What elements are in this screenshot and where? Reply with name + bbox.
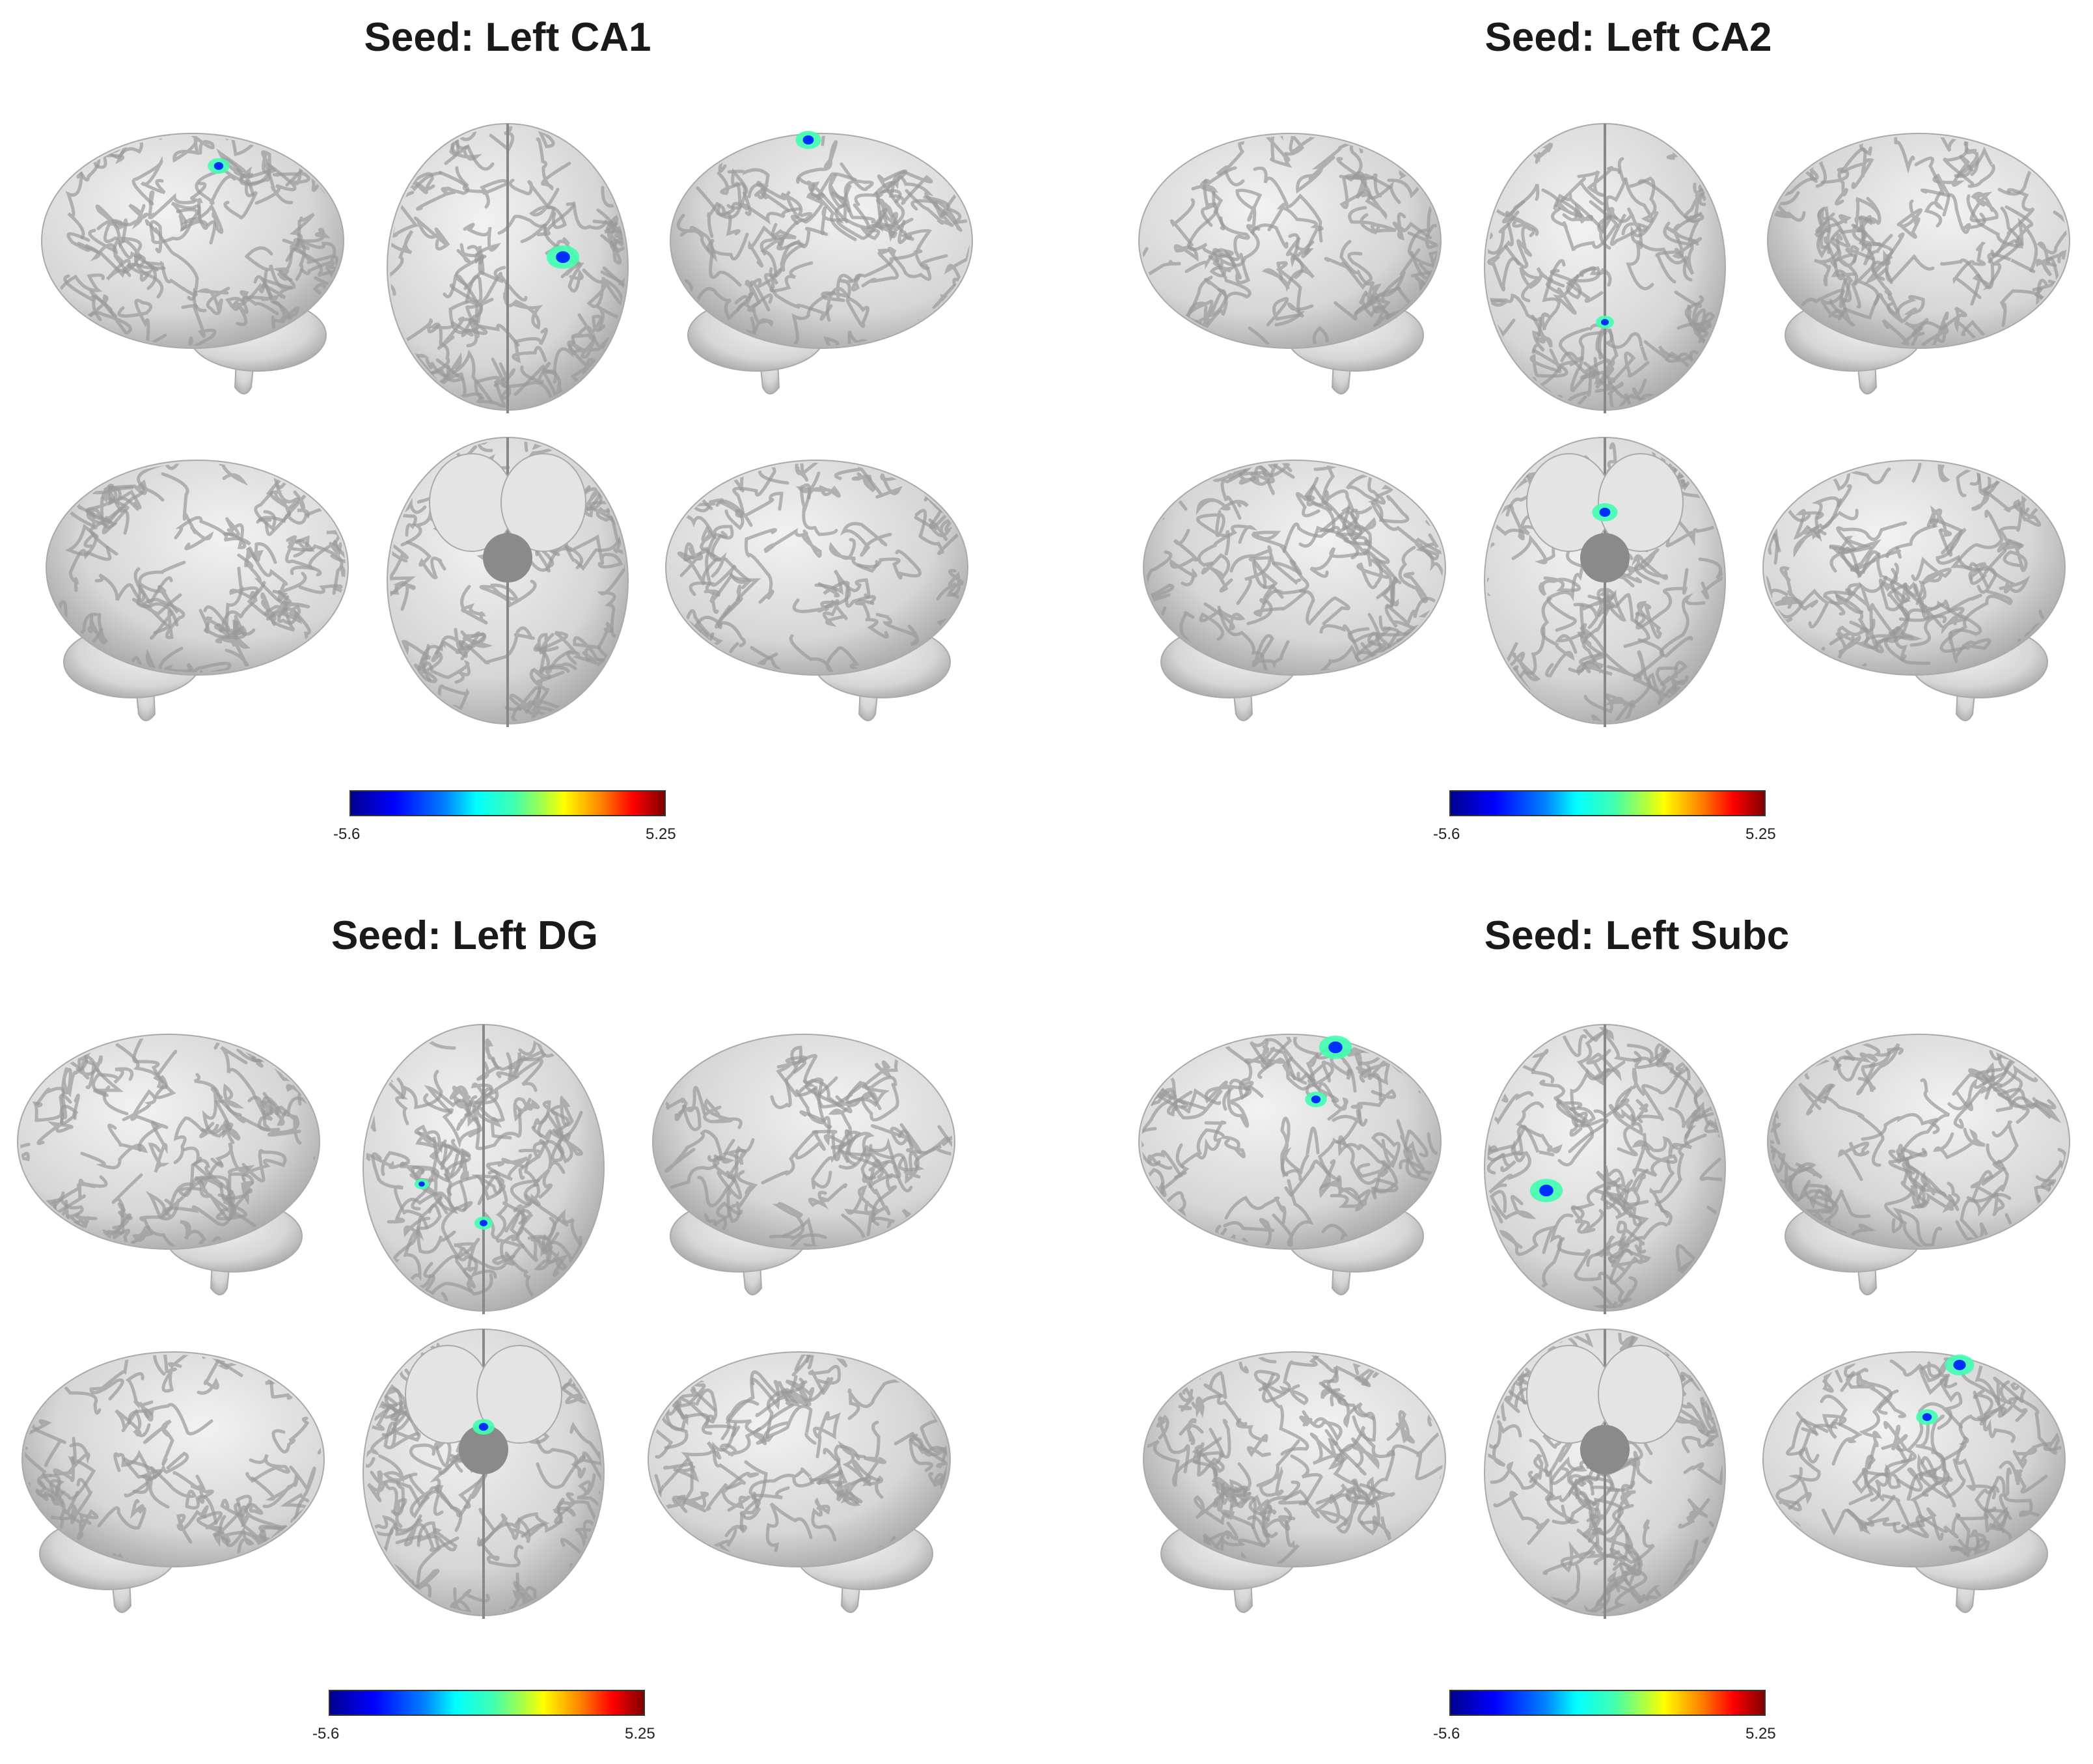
brain-lateral-right-2 [652,1034,955,1295]
brain-medial-left-3 [1143,1351,1446,1613]
activation-core [1953,1360,1966,1370]
colorbar-ca2 [1449,790,1766,816]
panel-title-ca1: Seed: Left CA1 [364,15,651,60]
brain-medial-left-1 [1143,460,1446,721]
gyri [366,1027,601,1308]
activation-core [556,251,570,263]
brain-lateral-left-3 [1138,1034,1442,1295]
cerebellum-right [476,1345,562,1444]
brain-lateral-left-1 [1138,133,1442,394]
colorbar-subc [1449,1690,1766,1716]
brain-lateral-right-3 [1767,1034,2070,1295]
activation-core [1601,319,1609,325]
brain-medial-right-1 [1762,460,2066,721]
activation-core [478,1423,489,1431]
activation-core [1311,1096,1321,1103]
colorbar-max-subc: 5.25 [1745,1725,1776,1743]
cerebellum-right [500,453,586,552]
brain-bottom-2 [363,1329,605,1619]
brainstem [1580,533,1630,583]
colorbar-max-ca1: 5.25 [646,825,676,843]
activation-core [1328,1041,1343,1053]
brain-top-2 [363,1024,605,1314]
brain-medial-left-2 [21,1351,325,1613]
brainstem [483,533,532,583]
colorbar-ca1 [349,790,666,816]
brainstem [1580,1425,1630,1474]
colorbar-min-dg: -5.6 [312,1725,340,1743]
brain-lateral-right-0 [670,131,973,394]
colorbar-min-ca2: -5.6 [1433,825,1460,843]
activation-core [213,162,224,170]
colorbar-min-subc: -5.6 [1433,1725,1460,1743]
activation-core [418,1181,425,1187]
gyri [390,126,625,407]
activation-core [1539,1185,1553,1196]
brain-medial-right-2 [648,1351,951,1613]
brain-lateral-left-0 [41,133,344,394]
brain-medial-left-0 [46,460,349,721]
colorbar-max-ca2: 5.25 [1745,825,1776,843]
panel-title-ca2: Seed: Left CA2 [1484,15,1772,60]
cerebellum-right [1598,453,1684,552]
brain-top-3 [1484,1024,1726,1314]
colorbar-min-ca1: -5.6 [333,825,361,843]
brain-bottom-0 [387,437,629,727]
brain-medial-right-3 [1762,1351,2066,1613]
brain-bottom-1 [1484,437,1726,727]
brain-lateral-right-1 [1767,133,2070,394]
activation-core [480,1220,487,1226]
panel-title-subc: Seed: Left Subc [1484,913,1790,958]
brainstem [459,1425,508,1474]
brain-top-0 [387,123,629,413]
activation-core [802,135,814,145]
colorbar-dg [329,1690,645,1716]
brain-lateral-left-2 [17,1034,320,1295]
brain-medial-right-0 [665,460,968,721]
cerebellum-right [1598,1345,1684,1444]
activation-core [1922,1413,1932,1421]
panel-title-dg: Seed: Left DG [331,913,598,958]
brain-top-1 [1484,123,1726,413]
colorbar-max-dg: 5.25 [625,1725,655,1743]
brain-bottom-3 [1484,1329,1726,1619]
activation-core [1599,508,1611,517]
